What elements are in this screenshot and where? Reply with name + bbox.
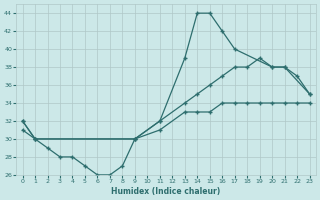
X-axis label: Humidex (Indice chaleur): Humidex (Indice chaleur)	[111, 187, 221, 196]
